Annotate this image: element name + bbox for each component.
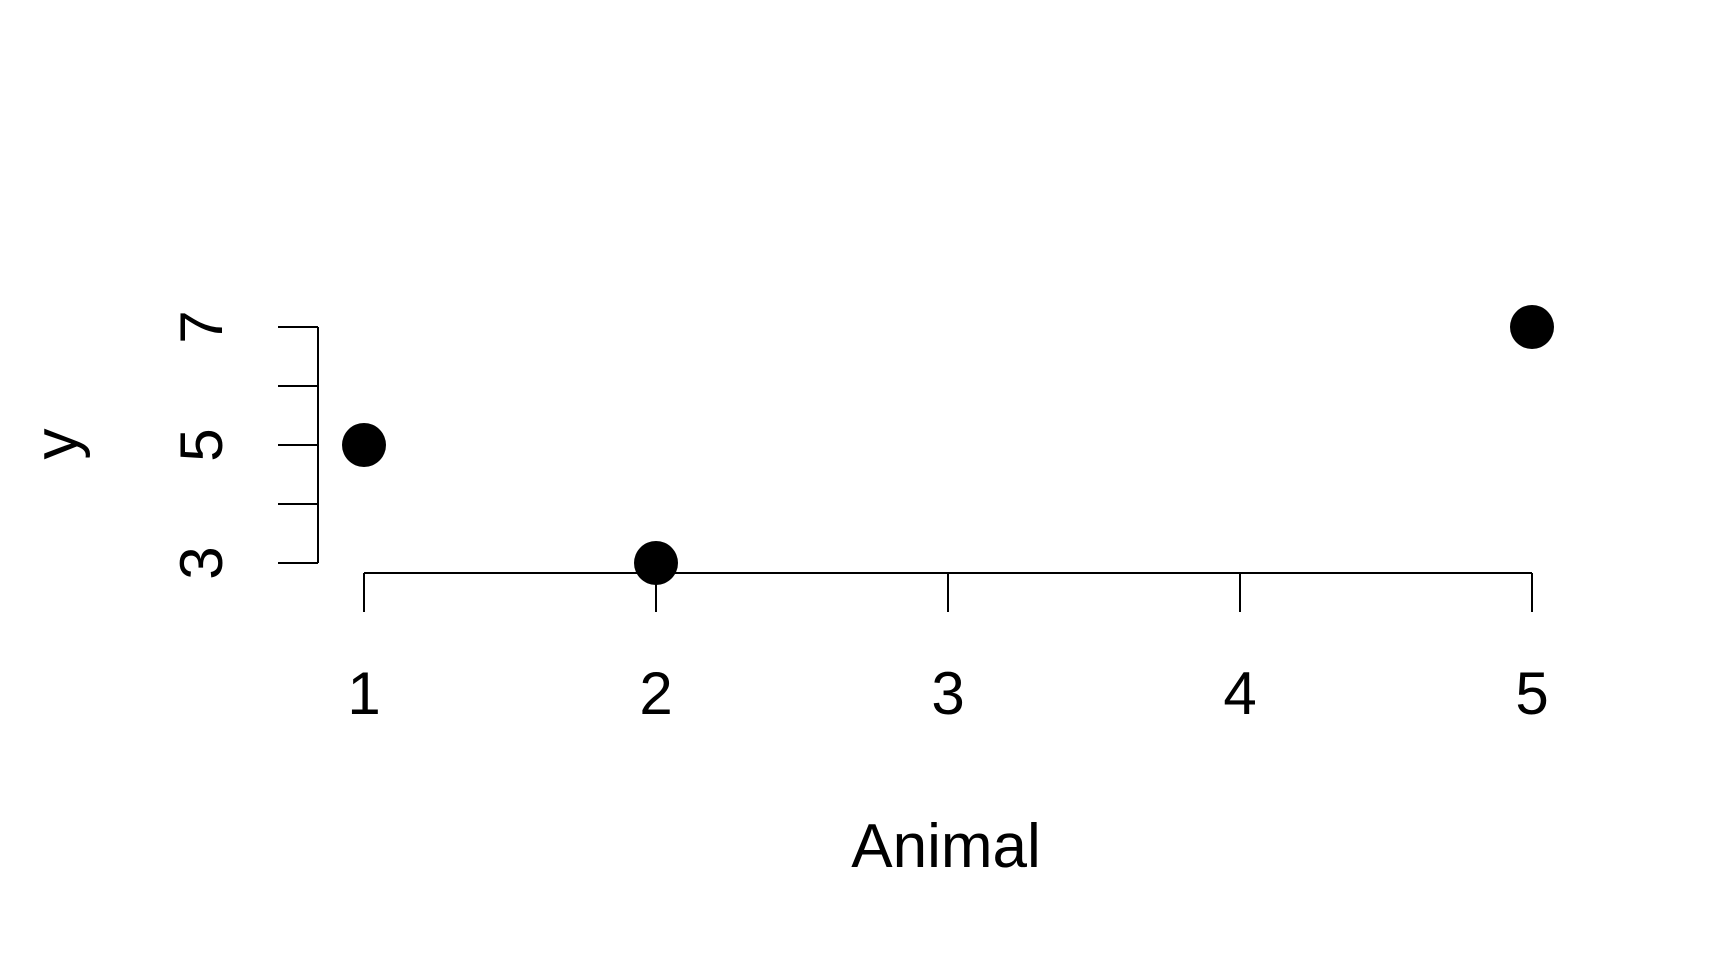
y-tick-label: 7 <box>168 310 235 343</box>
y-axis: 3 5 7 <box>168 310 319 580</box>
y-tick-label: 5 <box>168 428 235 461</box>
data-point <box>634 541 678 585</box>
data-points <box>342 305 1554 585</box>
data-point <box>342 423 386 467</box>
x-axis: 1 2 3 4 5 <box>347 572 1549 727</box>
x-tick-label: 3 <box>931 660 964 727</box>
y-tick-label: 3 <box>168 546 235 579</box>
data-point <box>1510 305 1554 349</box>
x-tick-label: 1 <box>347 660 380 727</box>
x-tick-label: 4 <box>1223 660 1256 727</box>
x-axis-title: Animal <box>851 812 1041 881</box>
x-tick-label: 2 <box>639 660 672 727</box>
x-tick-label: 5 <box>1515 660 1548 727</box>
y-axis-title: y <box>22 429 91 460</box>
